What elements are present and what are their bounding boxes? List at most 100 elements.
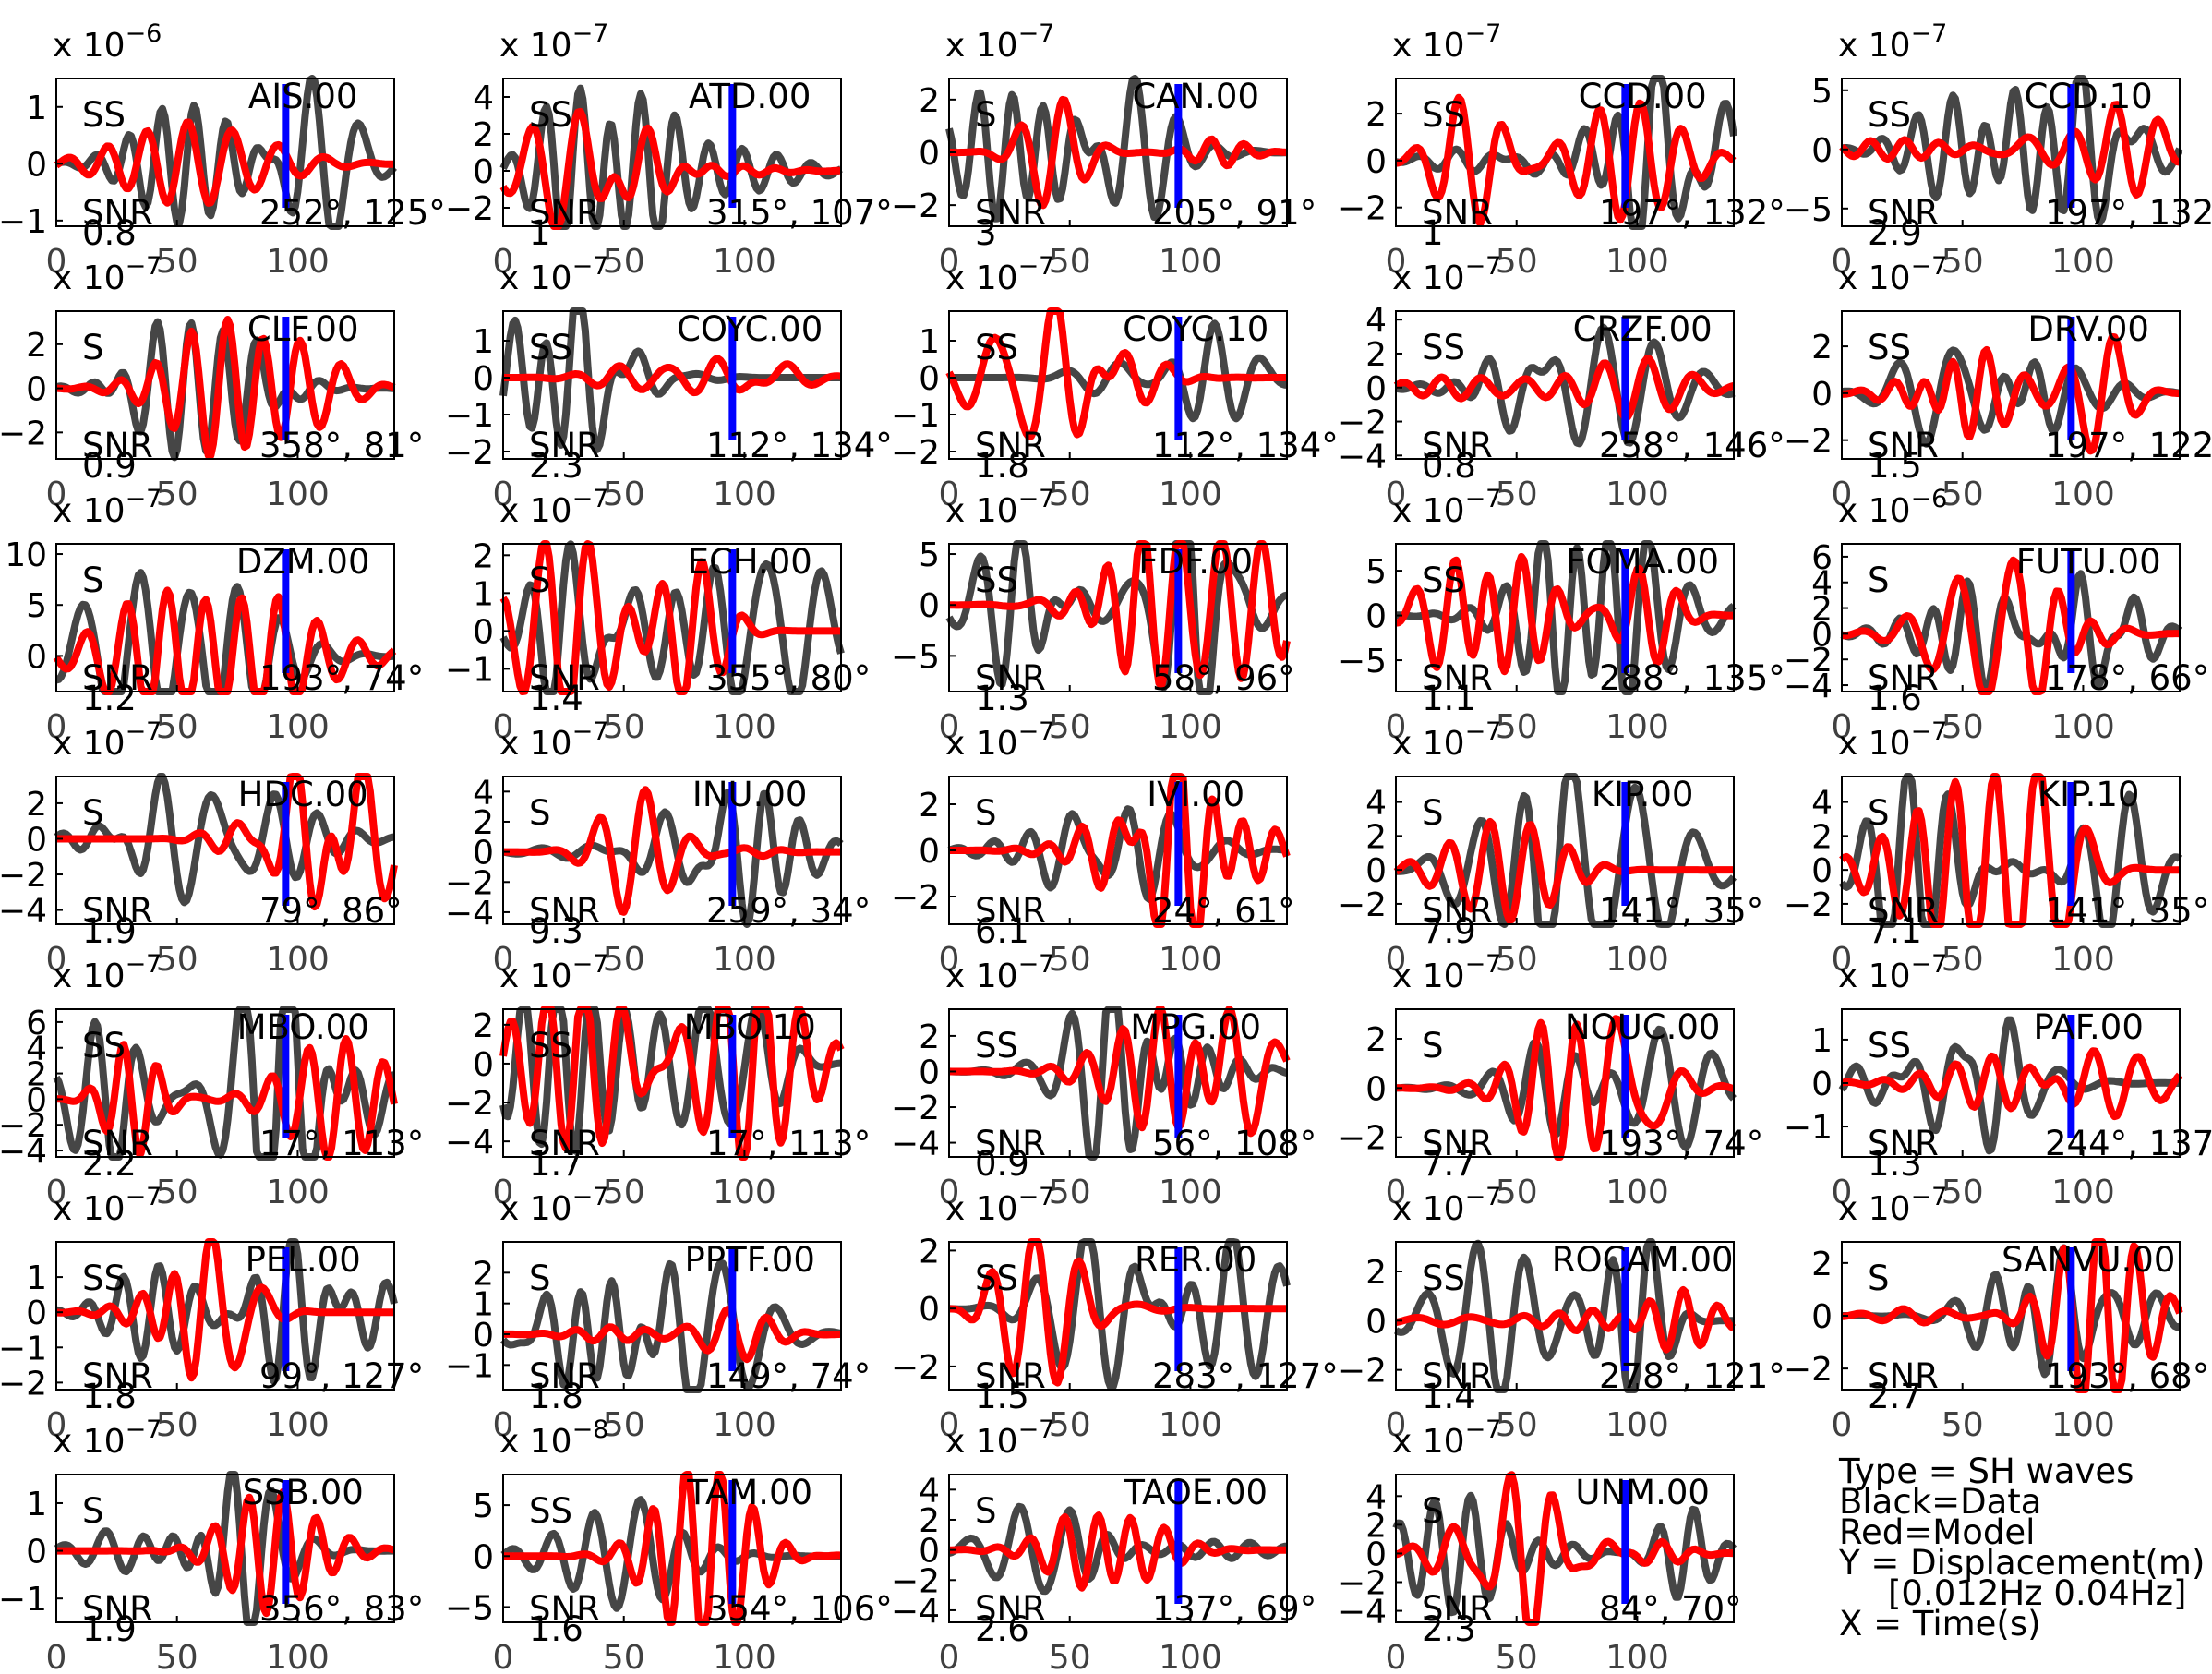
y-tick-label: 0	[1365, 1070, 1387, 1108]
y-tick-label: −4	[1338, 438, 1387, 476]
snr-value: 0.9	[975, 1144, 1029, 1184]
x-tick-label: 0	[46, 1174, 67, 1211]
y-tick-label: 2	[473, 537, 494, 575]
axes-box	[502, 78, 842, 227]
phase-label: SS	[529, 328, 572, 367]
y-exponent-power: −7	[1465, 485, 1502, 513]
y-tick-label: 1	[919, 323, 940, 361]
data-trace	[499, 540, 845, 695]
snr-label: SNR	[975, 193, 1046, 233]
snr-label: SNR	[529, 891, 600, 931]
y-exponent: x 10−7	[53, 1415, 162, 1461]
y-tick-label: 0	[26, 1081, 47, 1119]
snr-value: 1.6	[529, 1609, 583, 1649]
phase-label: SS	[529, 95, 572, 135]
legend-black-data: Black=Data	[1839, 1482, 2042, 1522]
x-tick-label: 0	[493, 1639, 514, 1674]
azimuth-distance-label: 112°, 134°	[1152, 426, 1339, 465]
legend-x-axis: X = Time(s)	[1839, 1604, 2041, 1644]
y-tick-label: 1	[1811, 1022, 1833, 1060]
y-exponent-power: −7	[572, 252, 609, 281]
y-exponent-power: −7	[126, 1183, 162, 1211]
snr-value: 3	[975, 213, 997, 253]
y-tick-label: −2	[0, 1365, 47, 1403]
station-label: PEL.00	[246, 1240, 361, 1280]
snr-label: SNR	[1422, 658, 1493, 698]
station-label: SANVU.00	[2002, 1240, 2175, 1280]
y-exponent-power: −7	[1911, 1183, 1948, 1211]
x-tick-label: 100	[713, 708, 776, 746]
phase-label: S	[529, 560, 551, 600]
phase-label: S	[1422, 793, 1444, 833]
y-tick-label: −4	[445, 895, 494, 933]
y-tick-label: 2	[919, 1018, 940, 1056]
y-tick-label: 2	[1365, 1021, 1387, 1059]
azimuth-distance-label: 356°, 83°	[259, 1589, 424, 1629]
snr-value: 2.6	[975, 1609, 1029, 1649]
snr-value: 1.3	[975, 679, 1029, 718]
y-tick-label: −5	[1338, 643, 1387, 680]
data-trace	[1838, 773, 2182, 928]
model-trace	[1840, 1238, 2183, 1393]
y-tick-label: 0	[1365, 852, 1387, 890]
data-trace	[499, 307, 843, 453]
y-tick-label: −2	[891, 1090, 940, 1127]
model-trace	[947, 1238, 1289, 1387]
y-exponent-power: −7	[1465, 1415, 1502, 1444]
snr-value: 0.8	[1422, 446, 1476, 486]
phase-label: SS	[975, 328, 1018, 367]
azimuth-distance-label: 178°, 66°	[2045, 658, 2209, 698]
y-exponent-power: −7	[1018, 252, 1055, 281]
y-tick-label: −2	[0, 1107, 47, 1145]
snr-value: 1.3	[1868, 1144, 1922, 1184]
azimuth-distance-label: 99°, 127°	[259, 1356, 424, 1396]
station-label: HDC.00	[238, 775, 368, 814]
x-tick-label: 100	[266, 1174, 330, 1211]
y-exponent: x 10−7	[945, 1183, 1054, 1228]
data-trace	[1394, 773, 1737, 928]
y-tick-label: −2	[445, 190, 494, 228]
y-tick-label: −2	[891, 434, 940, 472]
y-tick-label: −4	[445, 1124, 494, 1162]
y-tick-label: −4	[1784, 668, 1833, 705]
y-tick-label: 0	[473, 1317, 494, 1355]
station-label: NOUC.00	[1565, 1007, 1721, 1047]
y-tick-label: −5	[445, 1589, 494, 1627]
y-tick-label: 4	[473, 79, 494, 117]
azimuth-distance-label: 137°, 69°	[1152, 1589, 1316, 1629]
model-trace	[1839, 101, 2182, 199]
snr-label: SNR	[975, 1356, 1046, 1396]
azimuth-distance-label: 58°, 96°	[1152, 658, 1295, 698]
y-tick-label: 0	[26, 638, 47, 676]
x-tick-label: 100	[1605, 243, 1669, 281]
x-tick-label: 100	[266, 1406, 330, 1444]
y-exponent: x 10−6	[1838, 485, 1947, 530]
phase-label: SS	[1422, 1259, 1465, 1298]
x-tick-label: 0	[46, 243, 67, 281]
phase-label: SS	[1422, 95, 1465, 135]
azimuth-distance-label: 355°, 80°	[706, 658, 871, 698]
y-exponent-power: −6	[1911, 485, 1948, 513]
x-tick-label: 100	[713, 941, 776, 979]
azimuth-distance-label: 17°, 113°	[706, 1124, 871, 1163]
y-tick-label: 2	[473, 1007, 494, 1045]
y-exponent: x 10−7	[53, 485, 162, 530]
y-exponent: x 10−7	[945, 717, 1054, 763]
phase-label: S	[1422, 1026, 1444, 1066]
y-tick-label: 0	[473, 360, 494, 398]
x-tick-label: 50	[1049, 1406, 1091, 1444]
phase-label: S	[1868, 1259, 1890, 1298]
x-tick-label: 0	[1386, 1174, 1407, 1211]
phase-label: SS	[1868, 328, 1911, 367]
y-exponent-power: −7	[1911, 950, 1948, 979]
